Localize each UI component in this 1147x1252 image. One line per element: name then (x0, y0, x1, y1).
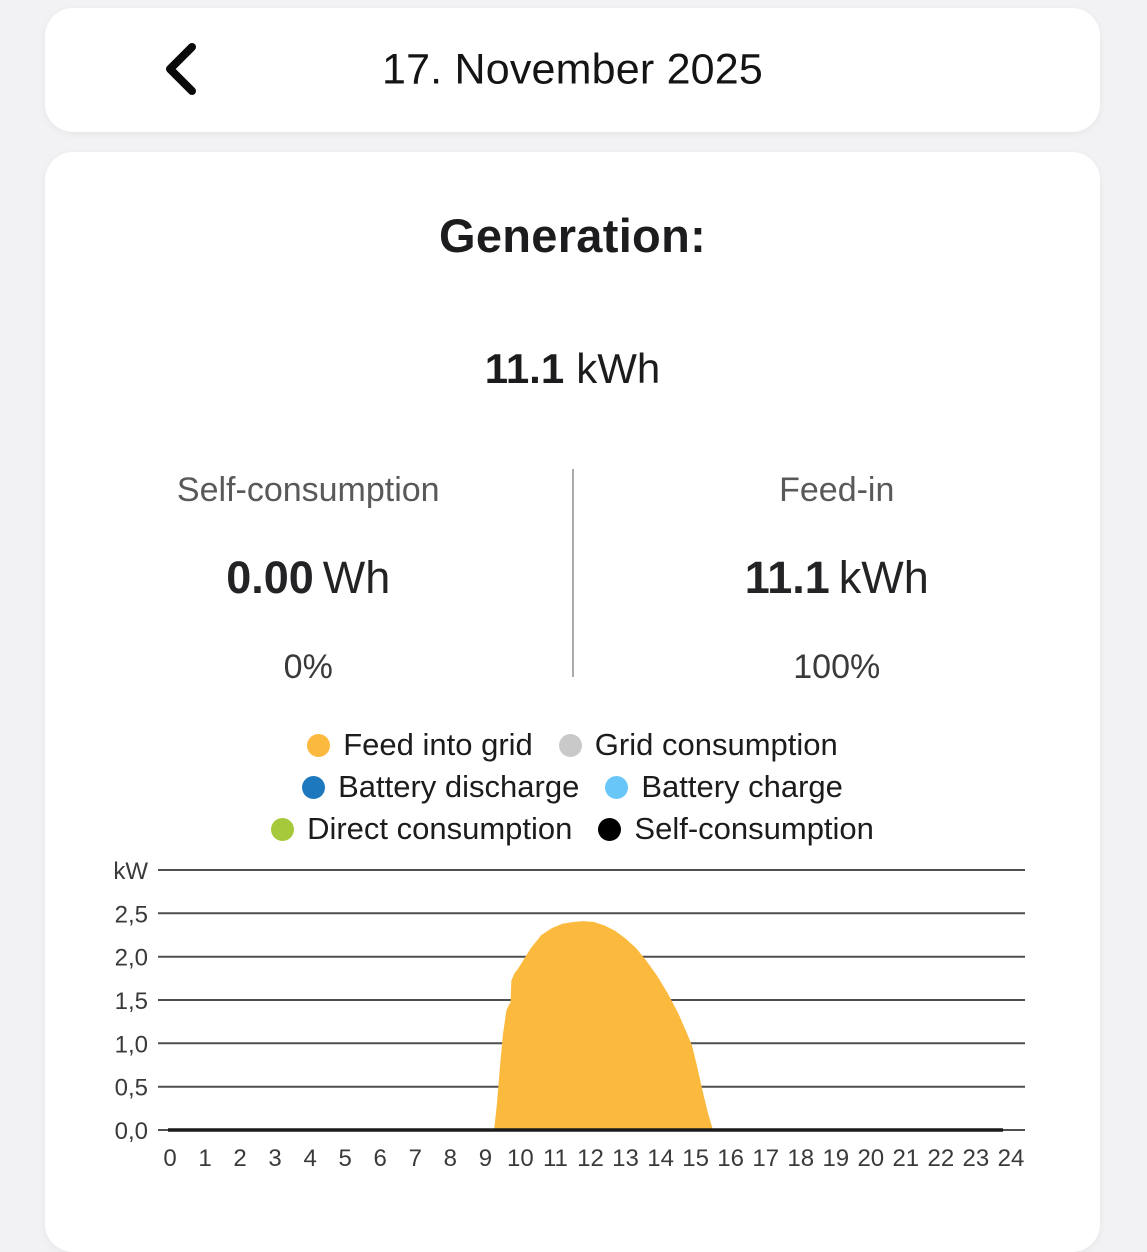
legend-row: Direct consumption Self-consumption (271, 808, 874, 850)
x-axis-label: 10 (507, 1145, 534, 1172)
generation-chart-svg: kW2,52,01,51,00,50,00 1 2 3 4 5 6 7 8 9 10 11 12 13 14… (113, 858, 1025, 1172)
area-series-feed-into-grid (494, 921, 714, 1130)
x-axis-label: 1 (198, 1145, 211, 1172)
x-axis-label: 19 (822, 1145, 849, 1172)
legend-item-grid-consumption[interactable]: Grid consumption (558, 727, 838, 763)
x-axis-label: 18 (787, 1145, 814, 1172)
feed-in-percent: 100% (793, 648, 881, 686)
page-title: 17. November 2025 (381, 45, 764, 94)
chevron-left-icon (162, 41, 198, 100)
x-axis-label: 16 (717, 1145, 744, 1172)
feed-in-value: 11.1 kWh (745, 552, 929, 604)
x-axis-label: 23 (963, 1145, 990, 1172)
stats-row: Self-consumption 0.00 Wh 0% Feed-in 11.1 k… (45, 467, 1101, 686)
total-generation-unit: kWh (576, 345, 661, 392)
x-axis-label: 5 (339, 1145, 352, 1172)
battery-charge-dot-icon (605, 775, 629, 799)
legend-label: Grid consumption (594, 727, 838, 762)
feed-in-column: Feed-in 11.1 kWh 100% (574, 467, 1101, 686)
section-title: Generation: (438, 209, 707, 262)
x-axis-label: 17 (752, 1145, 779, 1172)
self-consumption-label: Self-consumption (176, 471, 440, 509)
legend-row: Battery discharge Battery charge (302, 766, 843, 808)
y-axis-label: 2,0 (115, 945, 148, 972)
grid-consumption-dot-icon (558, 733, 582, 757)
generation-chart: kW 2,5 2,0 1,5 1,0 0,5 0,0 0 1 2 3 4 5 6 7 8 9 10 11 12 13 14… (45, 852, 1100, 1192)
direct-consumption-dot-icon (271, 817, 295, 841)
self-consumption-number: 0.00 (226, 552, 314, 603)
x-axis-label: 11 (543, 1145, 568, 1172)
x-axis-label: 4 (304, 1145, 317, 1172)
legend-label: Direct consumption (307, 811, 573, 846)
x-axis-label: 0 (163, 1145, 176, 1172)
x-axis-label: 3 (268, 1145, 281, 1172)
x-axis-label: 9 (479, 1145, 492, 1172)
generation-card: Generation: 11.1 kWh Self-consumption 0.0… (45, 152, 1100, 1252)
x-axis-label: 20 (857, 1145, 884, 1172)
x-axis-label: 2 (233, 1145, 246, 1172)
total-generation: 11.1 kWh (45, 345, 1100, 393)
legend-label: Battery charge (641, 769, 843, 804)
total-generation-value: 11.1 (484, 345, 565, 392)
y-axis-label: 0,5 (115, 1075, 148, 1102)
header-card: 17. November 2025 (45, 8, 1100, 132)
feed-in-unit: kWh (838, 552, 929, 603)
y-axis-label: 1,5 (115, 988, 148, 1015)
y-axis-label: 1,0 (115, 1031, 148, 1058)
self-consumption-dot-icon (598, 817, 622, 841)
y-axis-label: kW (113, 858, 148, 885)
legend-label: Feed into grid (343, 727, 533, 762)
x-axis-label: 15 (682, 1145, 709, 1172)
x-axis-label: 21 (892, 1145, 919, 1172)
legend-row: Feed into grid Grid consumption (307, 724, 838, 766)
legend-label: Self-consumption (634, 811, 874, 846)
x-axis-label: 8 (444, 1145, 457, 1172)
y-axis-label: 2,5 (115, 901, 148, 928)
battery-discharge-dot-icon (302, 775, 326, 799)
legend-item-direct-consumption[interactable]: Direct consumption (271, 811, 572, 847)
self-consumption-column: Self-consumption 0.00 Wh 0% (45, 467, 572, 686)
feed-in-label: Feed-in (779, 471, 895, 509)
legend-label: Battery discharge (338, 769, 580, 804)
self-consumption-percent: 0% (283, 648, 333, 686)
x-axis-label: 6 (374, 1145, 387, 1172)
legend-item-self-consumption[interactable]: Self-consumption (598, 811, 874, 847)
x-axis-label: 7 (409, 1145, 422, 1172)
feed-into-grid-dot-icon (307, 733, 331, 757)
x-axis-label: 14 (647, 1145, 674, 1172)
legend-item-battery-charge[interactable]: Battery charge (605, 769, 843, 805)
legend-item-battery-discharge[interactable]: Battery discharge (302, 769, 579, 805)
back-button[interactable] (145, 35, 215, 105)
self-consumption-value: 0.00 Wh (226, 552, 390, 604)
stats-divider (571, 469, 574, 677)
x-axis-label: 13 (612, 1145, 639, 1172)
chart-legend: Feed into grid Grid consumption Battery di… (45, 724, 1100, 850)
self-consumption-unit: Wh (322, 552, 391, 603)
feed-in-number: 11.1 (744, 552, 830, 603)
x-axis-label: 24 (998, 1145, 1025, 1172)
y-axis-label: 0,0 (115, 1118, 148, 1145)
legend-item-feed-into-grid[interactable]: Feed into grid (307, 727, 533, 763)
x-axis-label: 12 (577, 1145, 604, 1172)
x-axis-label: 22 (928, 1145, 955, 1172)
